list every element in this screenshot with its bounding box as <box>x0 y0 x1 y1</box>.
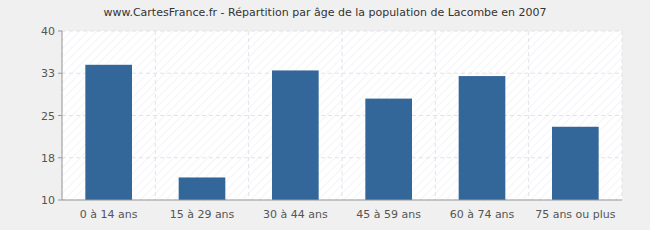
grid-line <box>62 200 622 201</box>
y-tick-label: 40 <box>41 25 55 38</box>
x-tick-label: 15 à 29 ans <box>170 208 235 221</box>
grid-line-vertical <box>248 31 249 200</box>
bar <box>365 99 412 200</box>
x-axis <box>62 200 622 201</box>
grid-line <box>62 31 622 32</box>
grid-line <box>62 157 622 158</box>
grid-line-vertical <box>62 31 63 200</box>
bar <box>459 76 506 200</box>
tick-mark <box>58 73 62 74</box>
x-tick-label: 0 à 14 ans <box>80 208 138 221</box>
chart-container: 10 18 25 33 40 0 à 14 ans 15 à 29 ans 30 à 44 a… <box>0 0 650 230</box>
y-tick-label: 33 <box>41 67 55 80</box>
y-axis <box>62 31 63 200</box>
bar <box>272 70 319 200</box>
x-tick-label: 30 à 44 ans <box>263 208 328 221</box>
plot-area <box>62 31 622 200</box>
bar <box>85 65 132 200</box>
background <box>0 0 650 230</box>
bars <box>85 65 598 200</box>
grid-line <box>62 115 622 116</box>
bar <box>552 127 599 200</box>
x-tick-label: 45 à 59 ans <box>356 208 421 221</box>
tick-mark <box>58 200 62 201</box>
tick-mark <box>58 157 62 158</box>
y-tick-label: 25 <box>41 110 55 123</box>
x-tick-label: 60 à 74 ans <box>450 208 515 221</box>
chart: 10 18 25 33 40 0 à 14 ans 15 à 29 ans 30 à 44 a… <box>0 0 650 230</box>
x-tick-label: 75 ans ou plus <box>535 208 616 221</box>
grid-line <box>62 73 622 74</box>
bar <box>179 177 226 200</box>
y-tick-label: 18 <box>41 152 55 165</box>
y-tick-label: 10 <box>41 194 55 207</box>
tick-mark <box>58 31 62 32</box>
tick-mark <box>58 115 62 116</box>
grid-line-vertical <box>528 31 529 200</box>
title: www.CartesFrance.fr - Répartition par âg… <box>103 6 546 19</box>
